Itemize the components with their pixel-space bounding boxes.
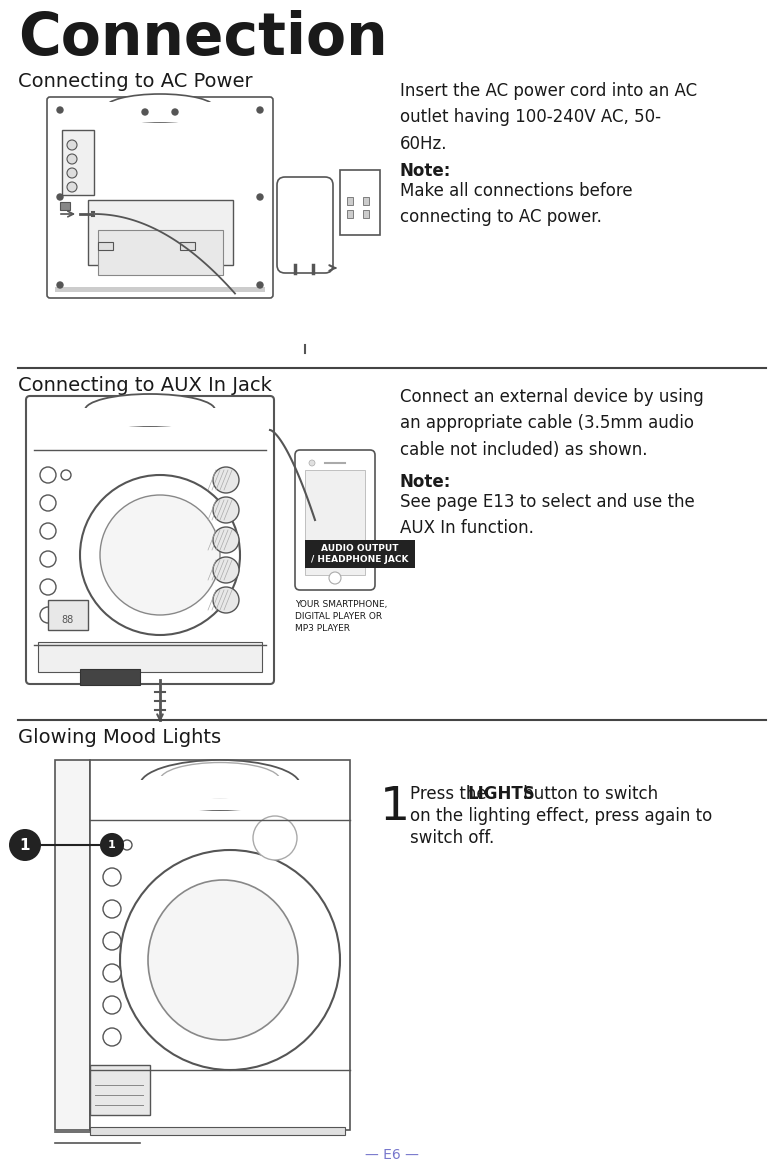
Text: Make all connections before
connecting to AC power.: Make all connections before connecting t… [400,182,633,226]
Circle shape [213,557,239,583]
Circle shape [40,551,56,567]
Bar [60,202,70,210]
Bar [138,780,302,810]
Bar [80,669,140,685]
Circle shape [40,580,56,595]
Text: Insert the AC power cord into an AC
outlet having 100-240V AC, 50-
60Hz.: Insert the AC power cord into an AC outl… [400,82,697,153]
Circle shape [253,816,297,860]
Text: Note:: Note: [400,473,452,491]
Text: Glowing Mood Lights: Glowing Mood Lights [18,728,221,748]
FancyBboxPatch shape [26,396,274,684]
Bar [98,229,223,275]
Circle shape [103,964,121,982]
Circle shape [213,497,239,523]
Bar [305,540,415,568]
Circle shape [172,109,178,115]
Text: Note:: Note: [400,162,452,180]
FancyBboxPatch shape [90,760,350,1130]
Circle shape [40,607,56,624]
Circle shape [9,829,41,861]
Bar [347,210,353,218]
Circle shape [100,495,220,615]
Bar [90,1127,345,1135]
Text: YOUR SMARTPHONE,
DIGITAL PLAYER OR
MP3 PLAYER: YOUR SMARTPHONE, DIGITAL PLAYER OR MP3 P… [295,600,387,633]
Bar [180,242,195,250]
Circle shape [40,467,56,483]
Circle shape [122,840,132,850]
Circle shape [61,471,71,480]
Bar [88,201,233,265]
FancyBboxPatch shape [277,177,333,274]
Text: AUX IN: AUX IN [94,688,126,698]
Circle shape [103,932,121,950]
Text: button to switch: button to switch [518,785,658,803]
Circle shape [309,460,315,466]
Bar [347,197,353,205]
Bar [340,170,380,235]
Circle shape [213,586,239,613]
Bar [305,471,365,575]
Bar [38,642,262,672]
FancyBboxPatch shape [295,450,375,590]
Bar [48,600,88,630]
Circle shape [101,834,123,857]
Circle shape [67,182,77,192]
Circle shape [40,523,56,539]
Ellipse shape [148,880,298,1040]
Bar [62,130,94,195]
Circle shape [103,901,121,918]
Circle shape [67,140,77,150]
Circle shape [57,107,63,112]
Ellipse shape [140,760,300,810]
Bar [90,1065,150,1115]
Text: Connecting to AUX In Jack: Connecting to AUX In Jack [18,376,272,395]
Circle shape [257,282,263,287]
Bar [363,210,369,218]
Text: Connection: Connection [18,10,387,67]
Circle shape [103,996,121,1014]
Circle shape [213,527,239,553]
Circle shape [40,495,56,511]
Ellipse shape [160,763,280,797]
Text: on the lighting effect, press again to: on the lighting effect, press again to [410,807,712,825]
Circle shape [257,194,263,201]
Bar [55,287,265,292]
Circle shape [80,475,240,635]
Bar [98,242,113,250]
Circle shape [103,836,121,854]
Text: 1: 1 [108,840,116,850]
Text: Press the: Press the [410,785,492,803]
Circle shape [120,850,340,1070]
Circle shape [257,107,263,112]
Ellipse shape [85,394,215,427]
Bar [363,197,369,205]
Text: switch off.: switch off. [410,829,494,847]
Circle shape [103,868,121,885]
Circle shape [329,573,341,584]
FancyBboxPatch shape [47,97,273,298]
Bar [104,102,216,122]
Circle shape [213,467,239,493]
Text: 1: 1 [20,838,31,853]
Circle shape [103,1028,121,1047]
Circle shape [57,194,63,201]
Text: — E6 —: — E6 — [365,1149,419,1159]
Text: 1: 1 [380,785,410,830]
Text: See page E13 to select and use the
AUX In function.: See page E13 to select and use the AUX I… [400,493,695,538]
Bar [158,777,282,799]
Text: Connect an external device by using
an appropriate cable (3.5mm audio
cable not : Connect an external device by using an a… [400,388,704,459]
Bar [84,408,216,427]
Text: LIGHTS: LIGHTS [468,785,535,803]
Circle shape [142,109,148,115]
Text: 88: 88 [62,615,74,625]
Circle shape [67,154,77,165]
Text: Connecting to AC Power: Connecting to AC Power [18,72,252,92]
Circle shape [67,168,77,178]
Text: AUDIO OUTPUT
/ HEADPHONE JACK: AUDIO OUTPUT / HEADPHONE JACK [311,544,408,564]
Circle shape [57,282,63,287]
Bar [55,760,90,1130]
Ellipse shape [105,94,215,122]
